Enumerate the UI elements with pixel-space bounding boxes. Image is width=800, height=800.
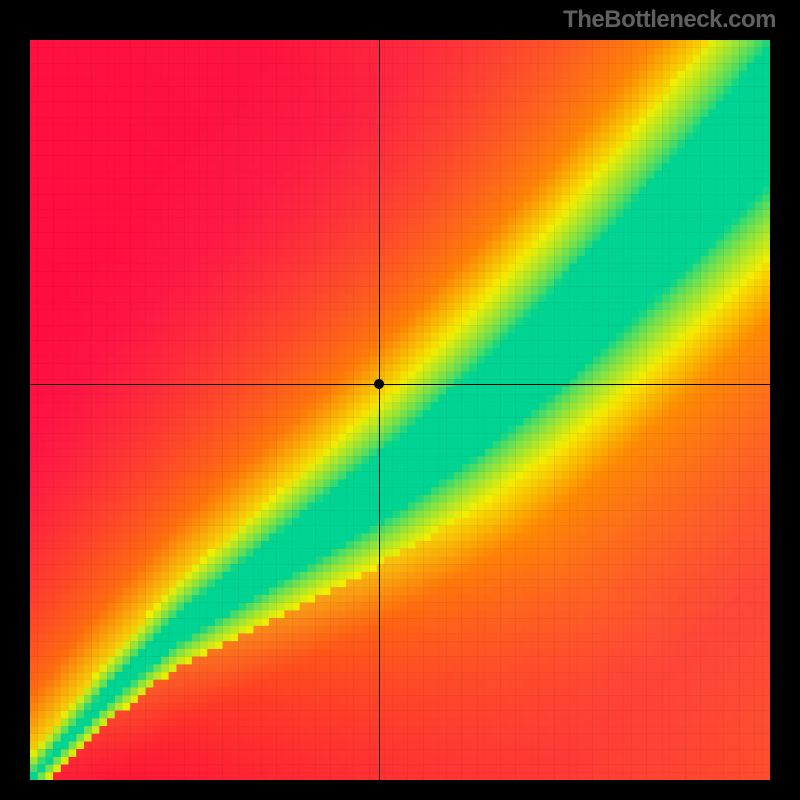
watermark-text: TheBottleneck.com xyxy=(563,6,776,34)
outer-frame: TheBottleneck.com xyxy=(0,0,800,800)
crosshair-horizontal xyxy=(30,384,770,385)
crosshair-marker xyxy=(374,379,384,389)
crosshair-vertical xyxy=(379,40,380,780)
heatmap-plot xyxy=(30,40,770,780)
heatmap-svg xyxy=(30,40,770,780)
